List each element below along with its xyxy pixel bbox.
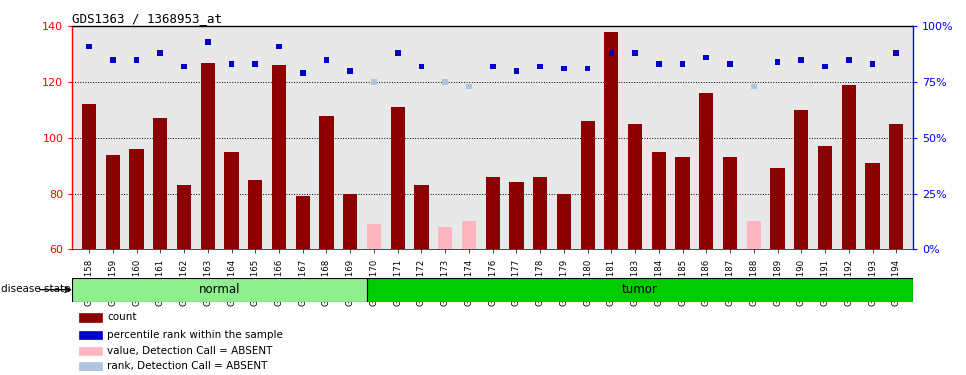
Bar xyxy=(486,177,499,249)
Bar xyxy=(537,64,543,69)
Bar xyxy=(771,168,784,249)
Bar xyxy=(442,79,448,85)
Bar xyxy=(86,44,92,49)
Bar xyxy=(348,68,353,74)
Bar xyxy=(324,57,329,63)
Bar xyxy=(866,163,880,249)
Bar xyxy=(462,222,476,249)
Bar xyxy=(205,39,211,45)
Bar xyxy=(72,278,367,302)
Bar xyxy=(846,57,852,63)
Bar xyxy=(154,118,167,249)
Bar xyxy=(271,65,286,249)
Bar xyxy=(561,66,567,71)
Bar xyxy=(418,64,424,69)
Bar xyxy=(581,121,595,249)
Bar xyxy=(584,66,590,71)
Bar xyxy=(723,158,737,249)
Bar xyxy=(775,59,781,65)
Bar xyxy=(514,68,520,74)
Bar xyxy=(794,110,809,249)
Bar xyxy=(605,32,618,249)
Text: count: count xyxy=(107,312,136,322)
Bar xyxy=(229,62,235,67)
Bar xyxy=(299,70,305,76)
Bar xyxy=(747,222,761,249)
Bar xyxy=(296,196,310,249)
Bar xyxy=(556,194,571,249)
Bar xyxy=(490,64,496,69)
Text: value, Detection Call = ABSENT: value, Detection Call = ABSENT xyxy=(107,346,272,356)
Bar xyxy=(320,116,333,249)
Bar xyxy=(889,124,903,249)
Bar xyxy=(343,194,357,249)
Bar xyxy=(367,224,381,249)
Bar xyxy=(157,50,163,56)
Bar xyxy=(751,84,756,89)
Bar xyxy=(79,313,101,321)
Bar xyxy=(609,50,614,56)
Text: normal: normal xyxy=(199,283,241,296)
Bar xyxy=(182,64,186,69)
Bar xyxy=(466,84,471,89)
Bar xyxy=(894,50,899,56)
Bar xyxy=(656,62,662,67)
Bar xyxy=(371,79,377,85)
Bar xyxy=(533,177,548,249)
Bar xyxy=(177,185,191,249)
Text: rank, Detection Call = ABSENT: rank, Detection Call = ABSENT xyxy=(107,362,268,371)
Bar xyxy=(680,62,686,67)
Bar xyxy=(633,50,638,56)
Bar xyxy=(390,107,405,249)
Bar xyxy=(509,183,524,249)
Bar xyxy=(703,55,709,60)
Bar xyxy=(105,154,120,249)
Bar xyxy=(224,152,239,249)
Bar xyxy=(395,50,401,56)
Bar xyxy=(252,62,258,67)
Bar xyxy=(79,347,101,355)
Bar xyxy=(201,63,214,249)
Bar xyxy=(699,93,714,249)
Bar xyxy=(841,85,856,249)
Bar xyxy=(799,57,804,63)
Bar xyxy=(652,152,666,249)
Bar xyxy=(818,146,832,249)
Bar xyxy=(133,57,139,63)
Bar xyxy=(276,44,282,49)
Bar xyxy=(414,185,429,249)
Text: percentile rank within the sample: percentile rank within the sample xyxy=(107,330,283,340)
Bar xyxy=(82,104,97,249)
Text: GDS1363 / 1368953_at: GDS1363 / 1368953_at xyxy=(72,12,222,25)
Bar xyxy=(628,124,642,249)
Bar xyxy=(822,64,828,69)
Bar xyxy=(727,62,733,67)
Bar xyxy=(869,62,875,67)
Bar xyxy=(79,331,101,339)
Bar xyxy=(248,180,263,249)
Bar xyxy=(438,227,452,249)
Bar xyxy=(110,57,116,63)
Bar xyxy=(367,278,913,302)
Text: tumor: tumor xyxy=(622,283,658,296)
Text: disease state: disease state xyxy=(1,285,71,294)
Bar xyxy=(675,158,690,249)
Bar xyxy=(79,362,101,370)
Bar xyxy=(129,149,144,249)
